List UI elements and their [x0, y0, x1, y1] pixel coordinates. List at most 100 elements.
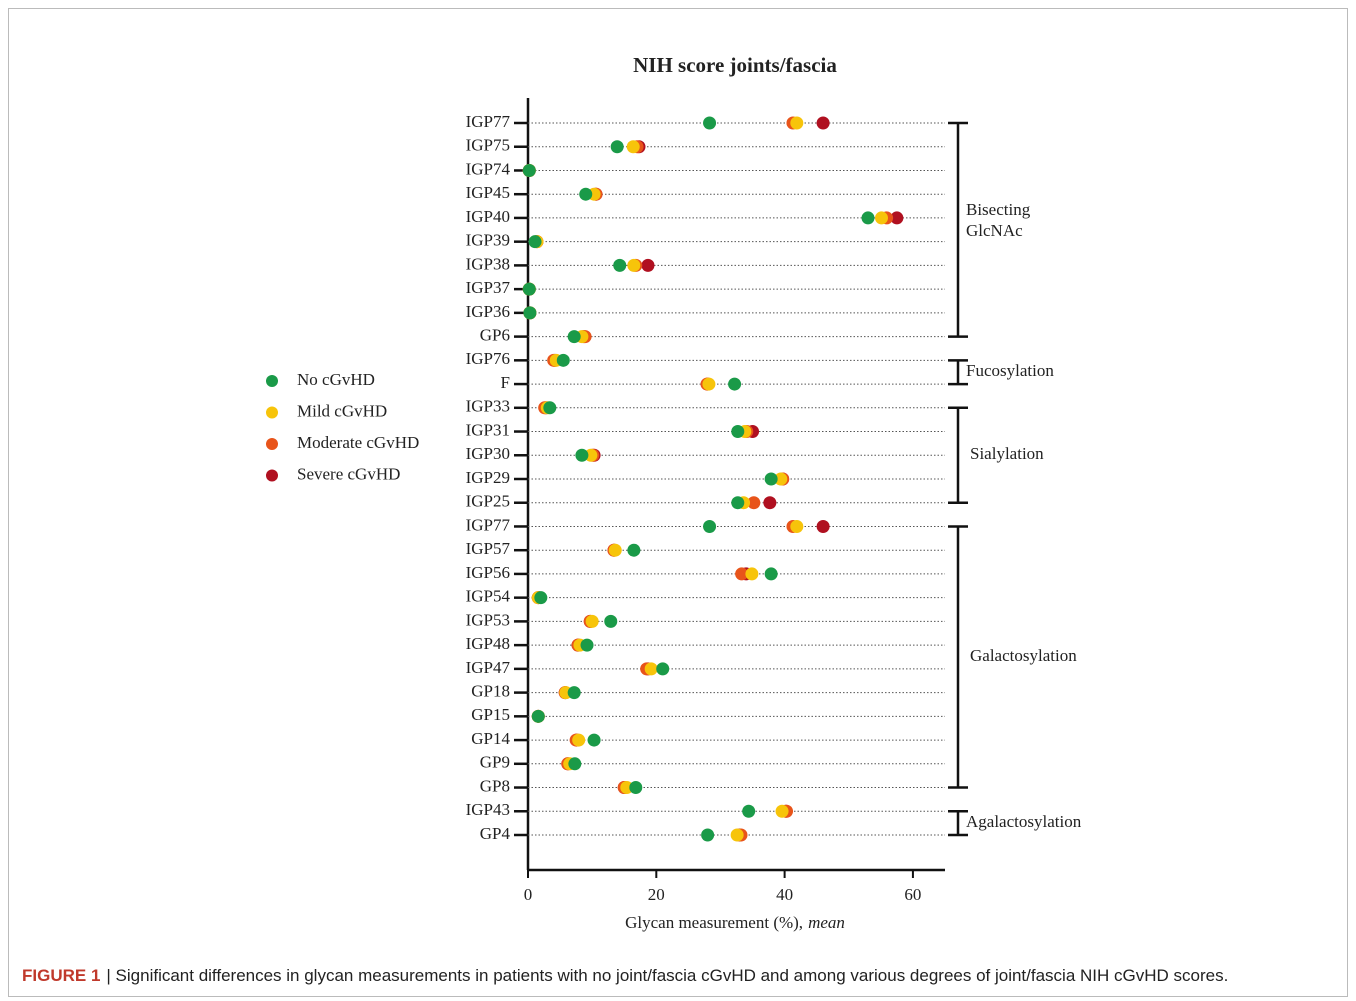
legend-marker	[266, 438, 278, 450]
y-tick-label: IGP30	[466, 444, 510, 463]
dot	[731, 496, 745, 510]
dot	[534, 591, 548, 605]
caption-text: | Significant differences in glycan meas…	[106, 966, 1228, 985]
y-tick-label: IGP77	[466, 515, 511, 534]
dot	[531, 709, 545, 723]
dot	[742, 804, 756, 818]
y-tick-label: IGP76	[466, 349, 510, 368]
dot	[568, 757, 582, 771]
dot	[874, 211, 888, 225]
legend-label: No cGvHD	[297, 370, 375, 389]
dot	[775, 804, 789, 818]
figure-border	[8, 8, 1348, 997]
dot	[626, 140, 640, 154]
y-tick-label: IGP47	[466, 658, 511, 677]
group-label: GlcNAc	[966, 221, 1023, 240]
group-bracket	[948, 525, 968, 789]
y-tick-label: IGP31	[466, 420, 510, 439]
dot	[702, 377, 716, 391]
dot	[703, 116, 717, 130]
dot	[861, 211, 875, 225]
dot	[556, 353, 570, 367]
y-tick-label: IGP57	[466, 539, 511, 558]
x-axis-label: Glycan measurement (%), mean	[625, 913, 845, 932]
group-label: Agalactosylation	[966, 812, 1082, 831]
dot	[522, 163, 536, 177]
x-label-emphasis: mean	[808, 913, 845, 932]
dot	[528, 235, 542, 249]
dot	[613, 258, 627, 272]
dot	[728, 377, 742, 391]
y-tick-label: GP18	[471, 682, 510, 701]
dot	[816, 116, 830, 130]
dot	[701, 828, 715, 842]
group-label: Galactosylation	[970, 646, 1077, 665]
dot	[567, 686, 581, 700]
y-tick-label: IGP54	[466, 587, 511, 606]
y-tick-label: GP4	[480, 824, 511, 843]
dot	[620, 781, 634, 795]
dot	[745, 567, 759, 581]
dot	[656, 662, 670, 676]
legend-label: Moderate cGvHD	[297, 433, 419, 452]
dot	[610, 140, 624, 154]
dot	[730, 828, 744, 842]
dot	[585, 614, 599, 628]
legend-label: Mild cGvHD	[297, 401, 387, 420]
dot	[523, 306, 537, 320]
y-tick-label: GP8	[480, 776, 510, 795]
dot	[627, 258, 641, 272]
y-tick-label: IGP33	[466, 397, 510, 416]
dot	[627, 543, 641, 557]
dot	[747, 496, 761, 510]
dot	[816, 519, 830, 533]
y-tick-label: IGP43	[466, 800, 510, 819]
y-tick-label: GP6	[480, 326, 510, 345]
y-tick-label: IGP29	[466, 468, 510, 487]
x-label: Glycan measurement (%),	[625, 913, 803, 932]
dot	[567, 330, 581, 344]
legend-marker	[266, 375, 278, 387]
y-tick-label: IGP56	[466, 563, 510, 582]
dot	[608, 543, 622, 557]
y-tick-label: IGP40	[466, 207, 510, 226]
dot	[703, 519, 717, 533]
legend-label: Severe cGvHD	[297, 464, 400, 483]
caption: FIGURE 1 | Significant differences in gly…	[22, 966, 1228, 985]
dot	[575, 448, 589, 462]
x-tick-label: 20	[648, 885, 665, 904]
y-tick-label: GP15	[471, 705, 510, 724]
y-tick-label: IGP53	[466, 610, 510, 629]
dot	[580, 638, 594, 652]
y-tick-label: IGP38	[466, 254, 510, 273]
x-tick-label: 0	[524, 885, 533, 904]
dot	[790, 116, 804, 130]
y-tick-label: IGP45	[466, 183, 510, 202]
y-tick-label: F	[501, 373, 510, 392]
dot	[764, 472, 778, 486]
group-bracket	[948, 406, 968, 504]
y-tick-label: IGP39	[466, 231, 510, 250]
group-label: Bisecting	[966, 200, 1031, 219]
dot	[579, 187, 593, 201]
dot	[890, 211, 904, 225]
y-tick-label: IGP77	[466, 112, 511, 131]
legend-marker	[266, 469, 278, 482]
dot	[584, 448, 598, 462]
dot	[764, 567, 778, 581]
y-tick-label: GP14	[471, 729, 510, 748]
dot	[790, 519, 804, 533]
dot	[644, 662, 658, 676]
y-tick-label: IGP74	[466, 159, 511, 178]
x-tick-label: 40	[776, 885, 793, 904]
chart-title: NIH score joints/fascia	[633, 53, 837, 77]
y-tick-label: IGP36	[466, 302, 510, 321]
dot	[543, 401, 557, 415]
dot	[587, 733, 601, 747]
group-bracket	[948, 359, 968, 386]
y-tick-label: IGP37	[466, 278, 511, 297]
group-bracket	[948, 121, 968, 338]
y-tick-label: IGP25	[466, 492, 510, 511]
